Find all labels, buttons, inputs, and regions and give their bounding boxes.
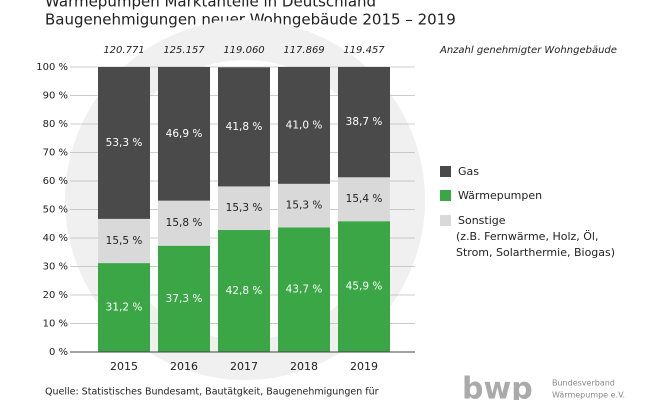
data-label: 15,8 % xyxy=(166,217,203,229)
bar-segment xyxy=(278,67,330,184)
legend-label: Gas xyxy=(458,165,479,178)
data-label: 41,0 % xyxy=(286,119,323,131)
y-tick-label: 80 % xyxy=(43,119,68,130)
logo: bwp xyxy=(462,372,533,400)
bar-segment xyxy=(218,186,270,231)
legend-label: Wärmepumpen xyxy=(458,189,542,202)
legend-swatch xyxy=(440,166,451,177)
watermark xyxy=(65,20,425,380)
bar-segment xyxy=(158,245,210,352)
chart-title: Wärmepumpen Marktanteile in Deutschland xyxy=(45,0,376,11)
y-tick-label: 40 % xyxy=(43,233,68,244)
legend-note-box: (z.B. Fernwärme, Holz, Öl, Strom, Solart… xyxy=(456,230,616,259)
data-label: 41,8 % xyxy=(226,121,263,133)
total-label: 119.457 xyxy=(343,45,385,56)
data-label: 53,3 % xyxy=(106,137,143,149)
legend-swatch xyxy=(440,215,451,226)
bar-segment xyxy=(158,200,210,246)
bar-segment xyxy=(158,67,210,201)
y-tick-label: 20 % xyxy=(43,290,68,301)
x-tick-label: 2019 xyxy=(350,360,378,373)
bar-segment xyxy=(218,67,270,187)
y-tick-label: 10 % xyxy=(43,319,68,330)
bar-segment xyxy=(278,183,330,228)
total-label: 120.771 xyxy=(103,45,144,56)
totals-label: Anzahl genehmigter Wohngebäude xyxy=(439,45,617,56)
data-label: 15,5 % xyxy=(106,235,143,247)
total-label: 119.060 xyxy=(223,45,264,56)
y-tick-label: 70 % xyxy=(43,148,68,159)
bar-segment xyxy=(338,67,390,178)
x-tick-label: 2016 xyxy=(170,360,198,373)
legend-note: (z.B. Fernwärme, Holz, Öl, Strom, Solart… xyxy=(456,230,616,259)
data-label: 15,3 % xyxy=(226,202,263,214)
y-tick-label: 30 % xyxy=(43,262,68,273)
y-tick-label: 50 % xyxy=(43,205,68,216)
data-label: 43,7 % xyxy=(286,284,323,296)
total-label: 125.157 xyxy=(163,45,205,56)
y-tick-label: 90 % xyxy=(43,91,68,102)
data-label: 31,2 % xyxy=(106,302,143,314)
bar-segment xyxy=(338,177,390,222)
data-label: 15,4 % xyxy=(346,193,383,205)
x-tick-label: 2018 xyxy=(290,360,318,373)
data-label: 42,8 % xyxy=(226,285,263,297)
bar-segment xyxy=(98,67,150,219)
data-label: 38,7 % xyxy=(346,116,383,128)
logo-text: Wärmepumpe e.V. xyxy=(552,391,625,400)
bar-segment xyxy=(98,263,150,352)
data-label: 45,9 % xyxy=(346,281,383,293)
total-label: 117.869 xyxy=(283,45,324,56)
data-label: 15,3 % xyxy=(286,200,323,212)
x-tick-label: 2017 xyxy=(230,360,258,373)
bar-segment xyxy=(218,230,270,352)
source: Quelle: Statistisches Bundesamt, Bautätg… xyxy=(45,387,379,398)
y-tick-label: 0 % xyxy=(49,347,68,358)
legend-label: Sonstige xyxy=(458,214,506,227)
bar-segment xyxy=(98,218,150,264)
chart-subtitle: Baugenehmigungen neuer Wohngebäude 2015 … xyxy=(45,11,456,29)
data-label: 37,3 % xyxy=(166,293,203,305)
y-tick-label: 100 % xyxy=(36,62,68,73)
legend-swatch xyxy=(440,190,451,201)
bar-segment xyxy=(338,221,390,352)
data-label: 46,9 % xyxy=(166,128,203,140)
x-tick-label: 2015 xyxy=(110,360,138,373)
logo-text: Bundesverband xyxy=(552,379,615,388)
bar-segment xyxy=(278,227,330,352)
y-tick-label: 60 % xyxy=(43,176,68,187)
